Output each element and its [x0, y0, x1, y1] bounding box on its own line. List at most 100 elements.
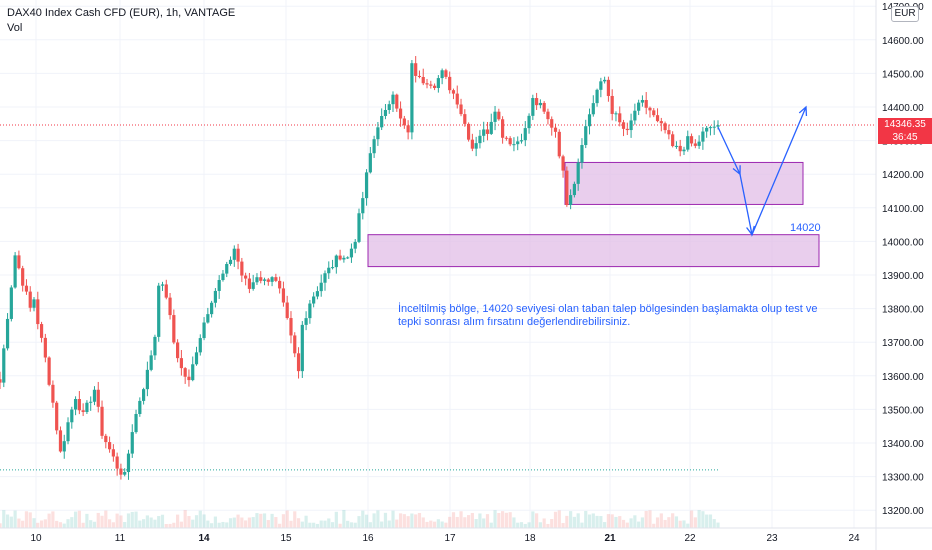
candle-body [293, 335, 297, 354]
candle-body [459, 104, 463, 115]
candle-body [123, 472, 127, 475]
volume-bar [591, 513, 595, 528]
volume-bar [36, 522, 40, 528]
volume-bar [501, 511, 505, 528]
volume-bar [523, 523, 527, 528]
volume-bar [478, 513, 482, 528]
volume-bar [304, 515, 308, 528]
volume-bar [682, 520, 686, 528]
candle-body [414, 63, 418, 76]
candle-body [591, 103, 595, 115]
candle-body [523, 128, 527, 141]
candle-body [376, 127, 380, 140]
volume-bar [391, 510, 395, 528]
candle-body [115, 456, 119, 469]
candle-body [440, 70, 444, 79]
volume-bar [104, 510, 108, 528]
volume-bar [187, 516, 191, 528]
volume-bar [164, 523, 168, 528]
volume-bar [417, 512, 422, 528]
candle-body [126, 453, 131, 473]
candle-body [682, 149, 686, 152]
volume-bar [663, 519, 667, 528]
volume-bar [327, 518, 331, 528]
candle-body [342, 257, 346, 260]
volume-bar [463, 517, 467, 528]
volume-bar [429, 520, 433, 528]
volume-bar [432, 521, 437, 528]
volume-bar [485, 514, 490, 528]
candle-body [712, 126, 716, 128]
volume-bar [448, 516, 452, 528]
candle-body [391, 94, 395, 105]
candle-body [497, 111, 501, 120]
time-axis[interactable]: 10 11 14 15 16 17 18 21 22 23 24 [0, 527, 932, 544]
arrow-head [732, 165, 741, 176]
candle-body [13, 255, 17, 288]
x-tick-label: 23 [766, 533, 778, 544]
volume-bar [51, 511, 55, 528]
candle-body [266, 279, 270, 282]
candle-body [285, 302, 289, 319]
volume-bar [406, 516, 410, 528]
volume-bar [66, 519, 70, 528]
candle-body [444, 70, 448, 77]
candle-body [304, 318, 308, 325]
volume-bar [123, 522, 127, 528]
volume-bar [17, 518, 21, 528]
volume-bar [92, 521, 97, 528]
candle-body [584, 126, 588, 146]
arrow-head [798, 105, 808, 117]
projection-arrows[interactable] [717, 105, 808, 237]
candle-body [697, 141, 701, 146]
volume-bar [708, 514, 713, 528]
volume-bar [640, 517, 645, 528]
candle-body [55, 402, 59, 431]
candle-body [183, 368, 187, 377]
candle-body [179, 358, 183, 369]
demand-zones[interactable] [367, 161, 820, 268]
candle-body [455, 93, 459, 105]
volume-bar [637, 521, 641, 528]
candle-body [629, 120, 633, 131]
price-axis[interactable]: 14800.0014700.0014600.0014500.0014400.00… [875, 0, 924, 550]
candle-body [368, 153, 372, 173]
volume-bar [667, 517, 671, 528]
candle-body [565, 170, 569, 206]
candle-body [39, 324, 44, 338]
volume-bar [610, 514, 614, 528]
candle-body [587, 114, 592, 127]
candle-body [130, 432, 134, 454]
volume-bar [716, 522, 720, 528]
candle-body [164, 284, 168, 298]
volume-bar [493, 510, 497, 528]
volume-bar [55, 520, 59, 528]
candle-body [569, 195, 573, 206]
candle-body [659, 121, 663, 124]
volume-bar [225, 522, 229, 528]
volume-bar [319, 520, 323, 528]
currency-badge[interactable]: EUR [891, 6, 919, 22]
candle-body [17, 255, 21, 269]
candle-body [701, 131, 705, 142]
volume-bar [565, 515, 569, 528]
volume-bar [21, 520, 25, 528]
candle-body [436, 78, 440, 88]
candle-body [618, 113, 622, 123]
candle-body [300, 324, 304, 372]
candle-body [531, 98, 535, 116]
volume-bar [508, 512, 512, 528]
volume-bar [157, 516, 161, 528]
x-tick-label: 24 [848, 533, 860, 544]
volume-bar [595, 515, 599, 528]
demand-zone [564, 161, 804, 205]
candle-body [251, 282, 255, 289]
candle-body [107, 442, 112, 450]
candle-body [546, 111, 550, 120]
volume-bar [308, 522, 312, 528]
candle-body [213, 290, 217, 303]
candle-body [153, 336, 157, 356]
volume-bar [236, 514, 240, 528]
volume-bar [142, 519, 146, 528]
